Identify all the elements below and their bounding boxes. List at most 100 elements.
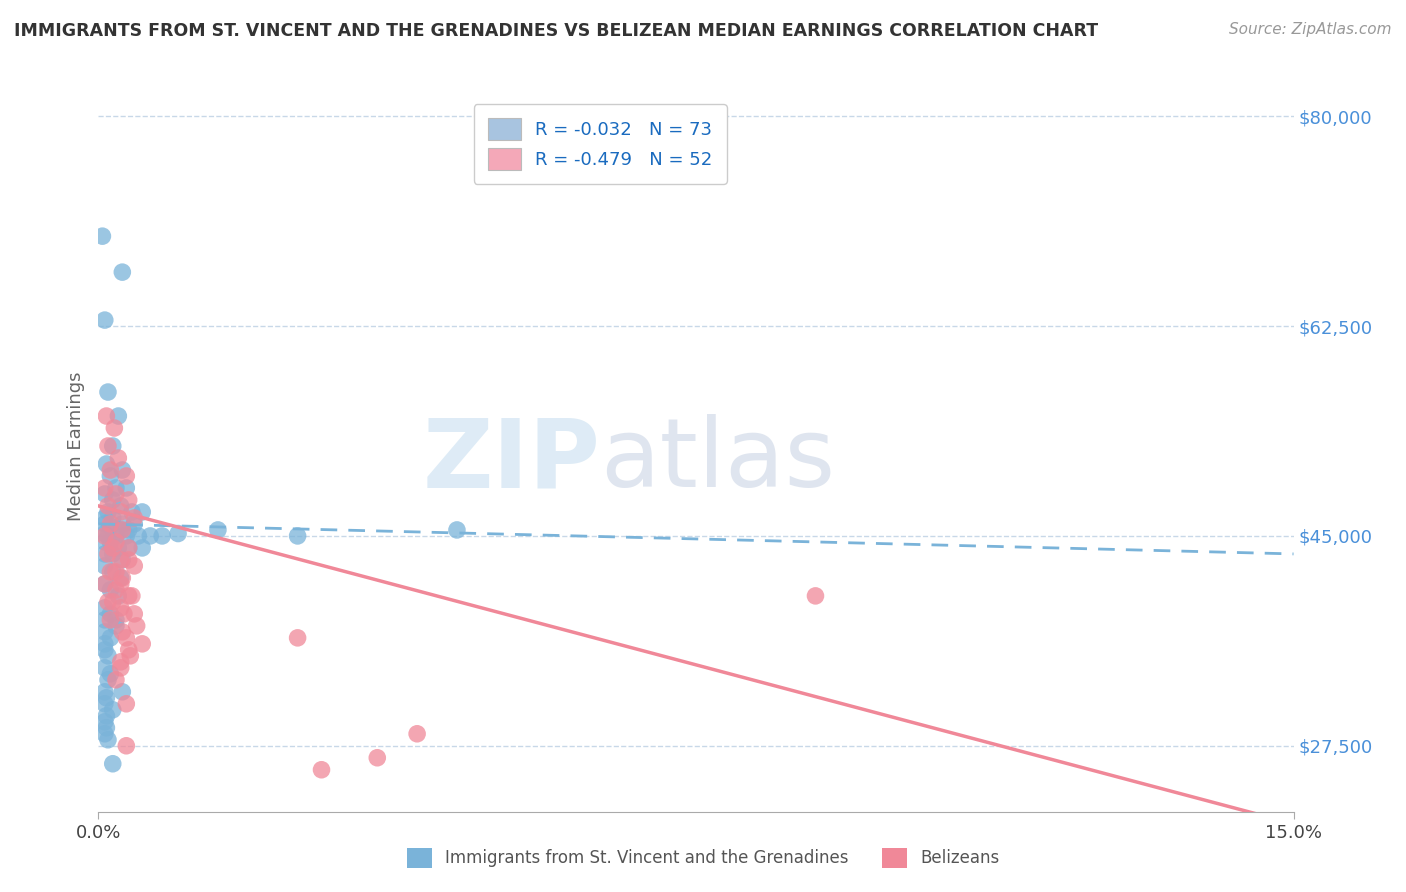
Point	[111, 463, 134, 477]
Point	[94, 637, 117, 651]
Point	[118, 553, 141, 567]
Point	[125, 619, 148, 633]
Point	[98, 582, 122, 597]
Point	[97, 499, 120, 513]
Point	[118, 589, 141, 603]
Point	[104, 529, 127, 543]
Point	[101, 565, 124, 579]
Point	[118, 541, 141, 555]
Point	[111, 571, 134, 585]
Point	[111, 516, 134, 531]
Point	[97, 505, 120, 519]
Point	[121, 589, 143, 603]
Point	[94, 313, 117, 327]
Point	[107, 541, 129, 555]
Point	[94, 697, 117, 711]
Point	[101, 547, 124, 561]
Text: IMMIGRANTS FROM ST. VINCENT AND THE GRENADINES VS BELIZEAN MEDIAN EARNINGS CORRE: IMMIGRANTS FROM ST. VINCENT AND THE GREN…	[14, 22, 1098, 40]
Point	[804, 589, 827, 603]
Point	[94, 487, 117, 501]
Point	[98, 535, 122, 549]
Point	[115, 631, 138, 645]
Point	[96, 457, 118, 471]
Point	[94, 613, 117, 627]
Point	[98, 607, 122, 621]
Point	[94, 661, 117, 675]
Point	[287, 529, 309, 543]
Point	[94, 624, 117, 639]
Point	[97, 732, 120, 747]
Point	[107, 450, 129, 465]
Legend: Immigrants from St. Vincent and the Grenadines, Belizeans: Immigrants from St. Vincent and the Gren…	[399, 841, 1007, 875]
Point	[94, 526, 117, 541]
Point	[124, 607, 146, 621]
Point	[98, 463, 122, 477]
Point	[94, 577, 117, 591]
Point	[104, 673, 127, 687]
Point	[101, 756, 124, 771]
Text: atlas: atlas	[600, 414, 835, 508]
Point	[110, 523, 132, 537]
Point	[131, 541, 153, 555]
Point	[311, 763, 333, 777]
Point	[94, 643, 117, 657]
Point	[98, 565, 122, 579]
Point	[97, 595, 120, 609]
Point	[127, 529, 149, 543]
Point	[98, 631, 122, 645]
Point	[150, 529, 173, 543]
Point	[111, 685, 134, 699]
Point	[167, 526, 190, 541]
Point	[104, 535, 127, 549]
Point	[115, 469, 138, 483]
Point	[94, 714, 117, 729]
Point	[94, 481, 117, 495]
Point	[112, 607, 135, 621]
Point	[110, 577, 132, 591]
Point	[91, 229, 114, 244]
Point	[97, 385, 120, 400]
Text: Source: ZipAtlas.com: Source: ZipAtlas.com	[1229, 22, 1392, 37]
Point	[94, 535, 117, 549]
Point	[118, 492, 141, 507]
Point	[111, 553, 134, 567]
Point	[111, 265, 134, 279]
Point	[104, 613, 127, 627]
Legend: R = -0.032   N = 73, R = -0.479   N = 52: R = -0.032 N = 73, R = -0.479 N = 52	[474, 104, 727, 184]
Point	[120, 648, 142, 663]
Point	[104, 565, 127, 579]
Point	[110, 505, 132, 519]
Point	[101, 492, 124, 507]
Point	[110, 661, 132, 675]
Text: ZIP: ZIP	[422, 414, 600, 508]
Point	[98, 516, 122, 531]
Point	[287, 631, 309, 645]
Point	[101, 595, 124, 609]
Point	[115, 529, 138, 543]
Point	[131, 637, 153, 651]
Point	[103, 421, 125, 435]
Point	[115, 481, 138, 495]
Point	[96, 721, 118, 735]
Point	[110, 571, 132, 585]
Point	[96, 708, 118, 723]
Point	[97, 529, 120, 543]
Point	[110, 600, 132, 615]
Point	[115, 739, 138, 753]
Point	[124, 558, 146, 573]
Point	[94, 516, 117, 531]
Point	[446, 523, 468, 537]
Point	[101, 511, 124, 525]
Point	[94, 558, 117, 573]
Point	[115, 697, 138, 711]
Point	[110, 553, 132, 567]
Point	[104, 582, 127, 597]
Point	[366, 751, 388, 765]
Point	[101, 541, 124, 555]
Point	[107, 409, 129, 423]
Point	[97, 439, 120, 453]
Point	[94, 511, 117, 525]
Point	[118, 541, 141, 555]
Point	[110, 655, 132, 669]
Point	[110, 499, 132, 513]
